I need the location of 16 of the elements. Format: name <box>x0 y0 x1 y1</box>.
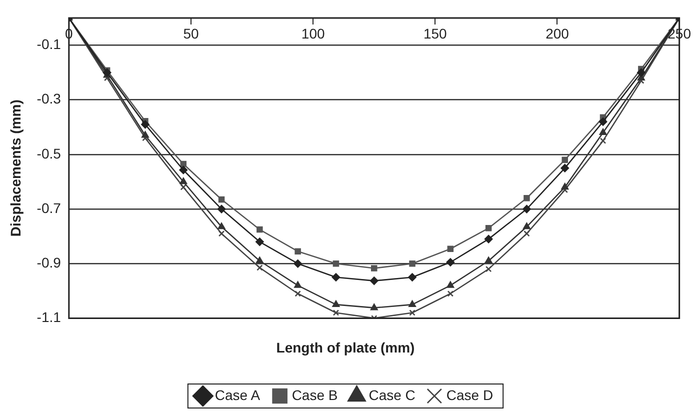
y-tick-label: -0.1 <box>36 36 62 52</box>
y-tick-label: -1.1 <box>36 309 62 326</box>
y-tick-label: -0.7 <box>36 200 62 216</box>
legend-label: Case B <box>292 386 338 403</box>
y-tick-label: -0.5 <box>36 145 62 162</box>
y-axis-title: Displacements (mm) <box>7 100 24 237</box>
legend-label: Case A <box>214 386 261 403</box>
x-tick-label: 100 <box>301 25 325 42</box>
x-tick-label: 150 <box>423 25 448 42</box>
y-tick-label: -0.9 <box>36 254 62 270</box>
legend-label: Case D <box>446 386 494 403</box>
x-tick-label: 50 <box>183 25 199 42</box>
y-tick-label: -0.3 <box>36 90 62 107</box>
x-axis-title: Length of plate (mm) <box>276 339 415 356</box>
legend-label: Case C <box>368 386 416 403</box>
x-tick-label: 200 <box>546 25 570 42</box>
